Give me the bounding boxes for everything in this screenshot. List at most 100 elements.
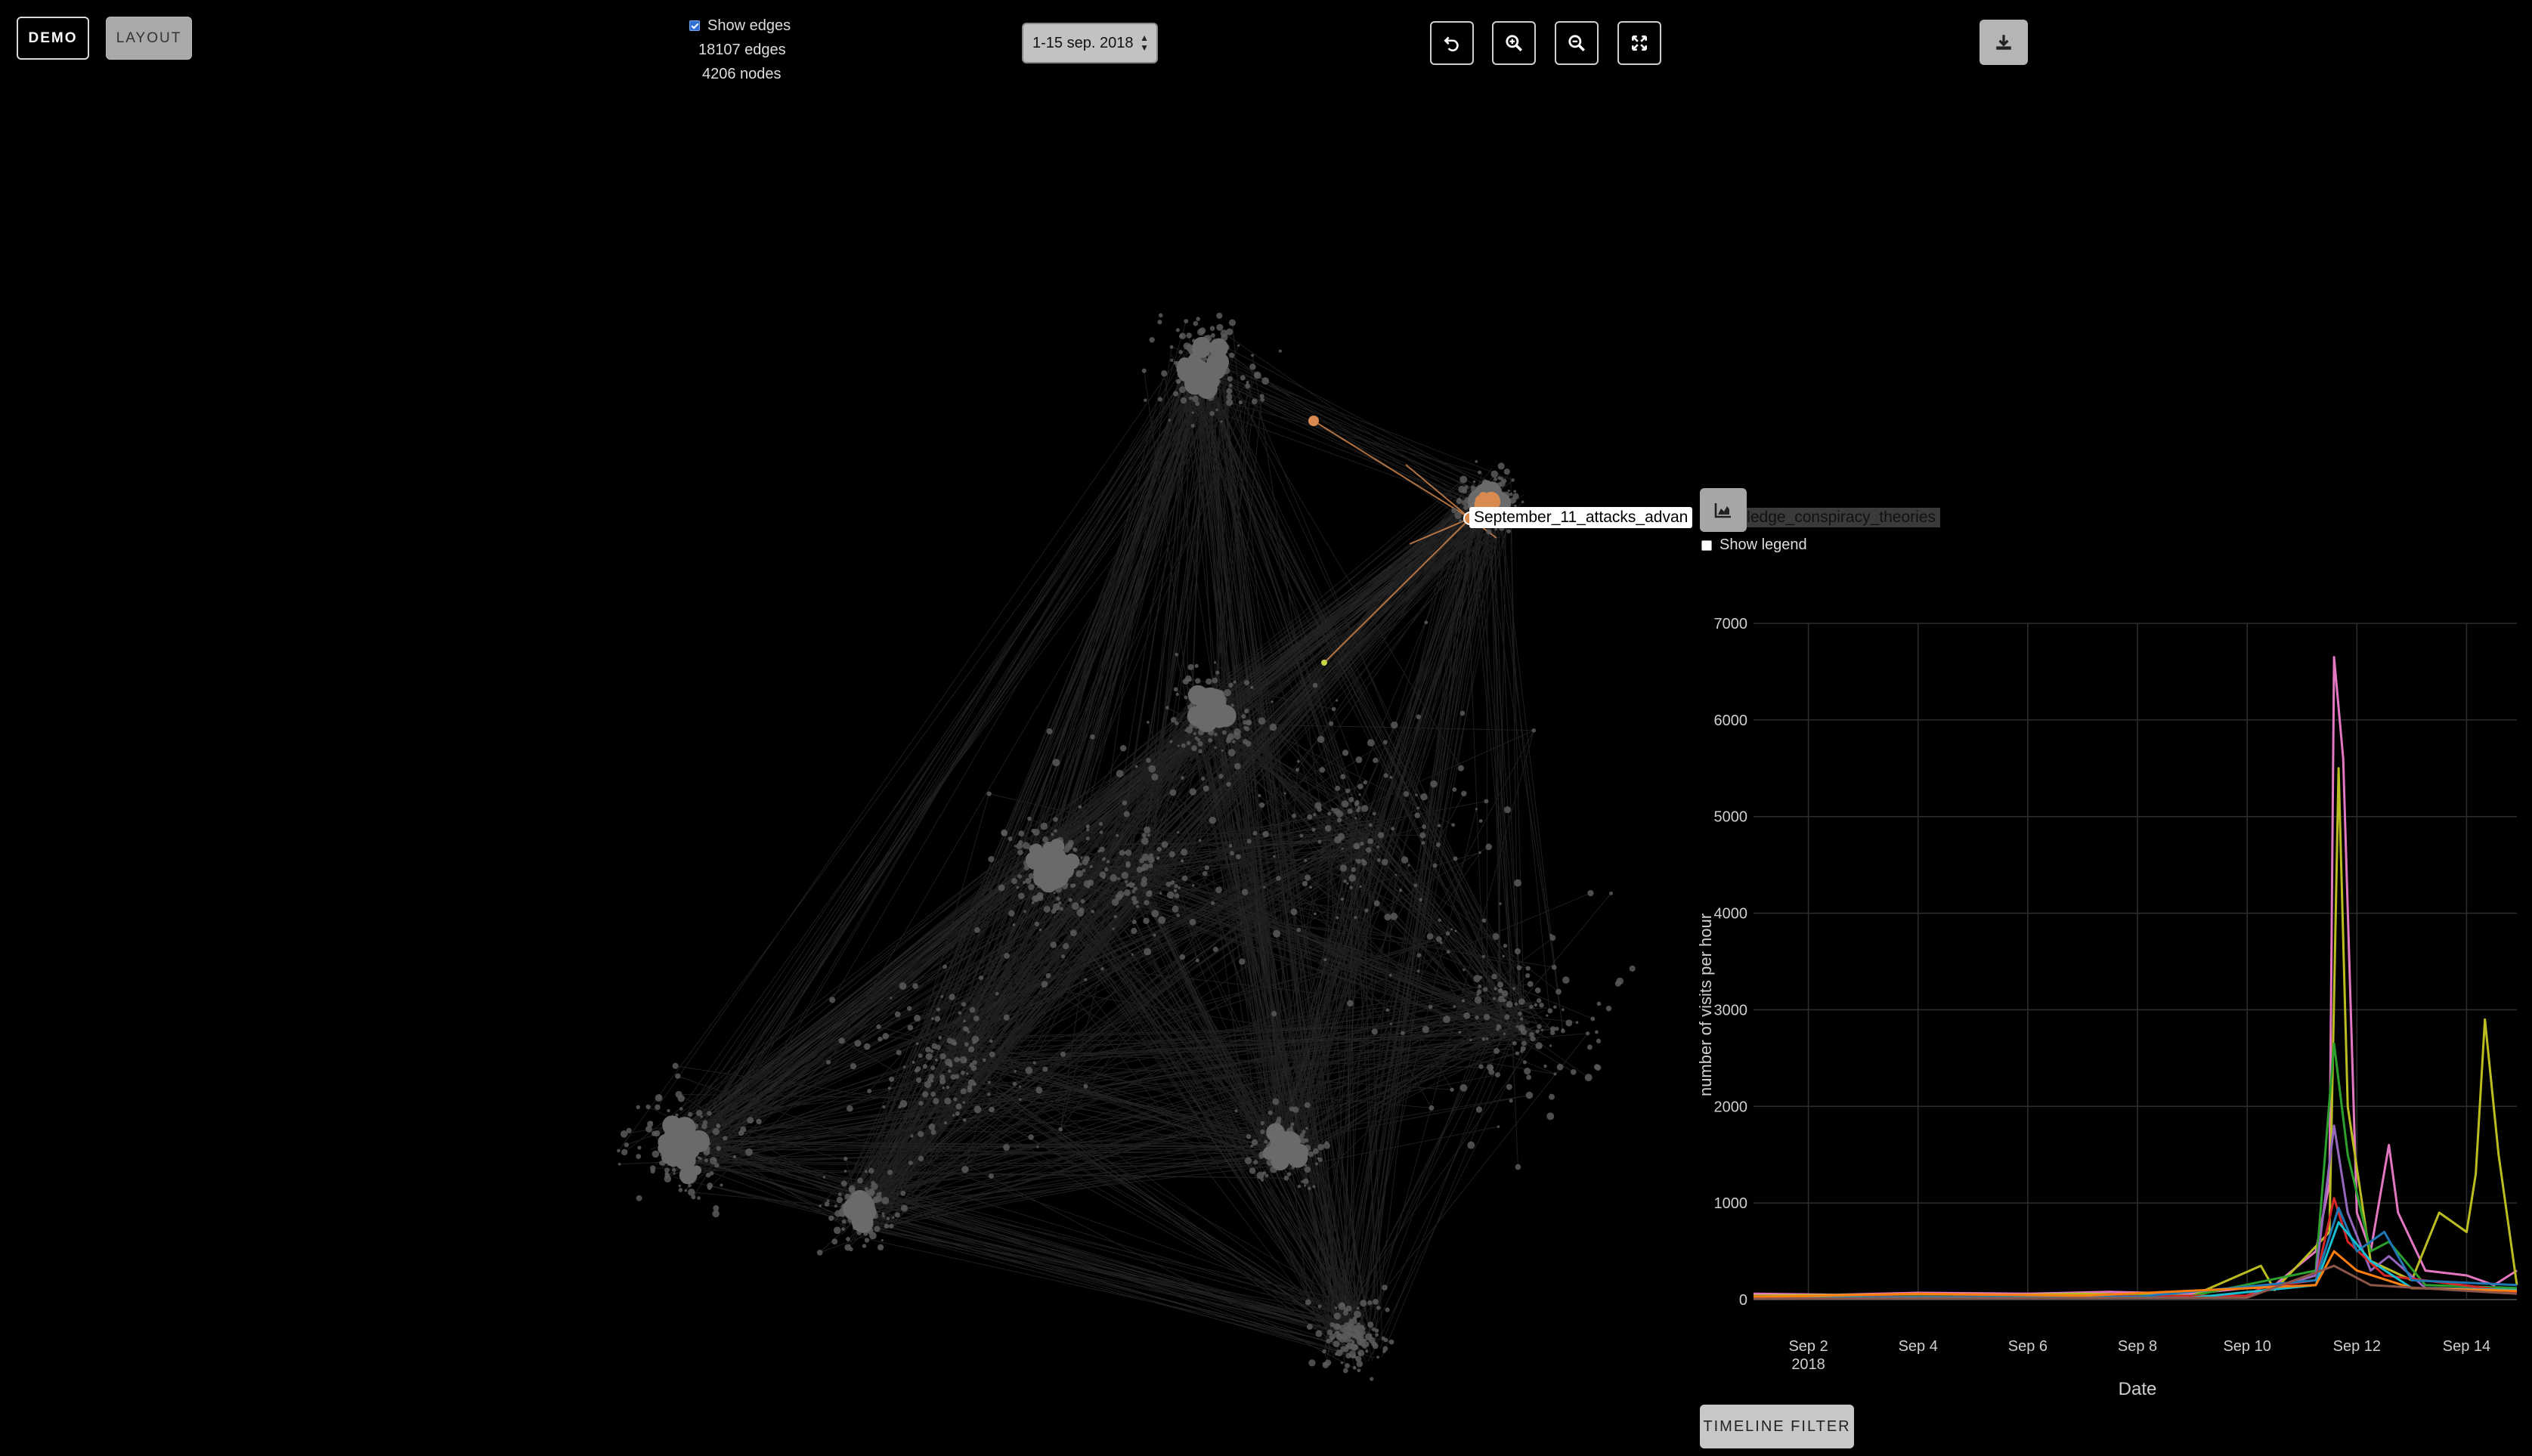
graph-node[interactable]: [878, 1036, 883, 1042]
graph-node[interactable]: [1454, 512, 1462, 519]
graph-node[interactable]: [1220, 329, 1228, 338]
graph-node[interactable]: [961, 1002, 967, 1007]
graph-node[interactable]: [651, 1130, 658, 1136]
graph-node[interactable]: [1189, 918, 1196, 926]
graph-node[interactable]: [831, 1238, 838, 1245]
graph-node[interactable]: [1315, 1330, 1323, 1337]
graph-node[interactable]: [679, 1166, 698, 1185]
graph-node[interactable]: [1511, 478, 1515, 482]
graph-node[interactable]: [1260, 397, 1265, 402]
graph-node[interactable]: [1492, 997, 1496, 1000]
series-line-4[interactable]: [1753, 1124, 2518, 1299]
graph-node[interactable]: [1099, 830, 1103, 834]
graph-node[interactable]: [1175, 692, 1179, 697]
graph-node[interactable]: [1537, 1024, 1542, 1029]
graph-node[interactable]: [1436, 936, 1442, 942]
graph-node[interactable]: [691, 1195, 696, 1200]
graph-node[interactable]: [1502, 954, 1505, 958]
graph-node[interactable]: [676, 1141, 691, 1155]
graph-node[interactable]: [846, 1237, 851, 1241]
graph-node[interactable]: [1524, 1068, 1531, 1075]
graph-node[interactable]: [1340, 774, 1346, 780]
graph-node[interactable]: [1478, 985, 1482, 988]
graph-node[interactable]: [840, 1180, 847, 1187]
graph-node[interactable]: [1295, 768, 1300, 772]
graph-node[interactable]: [1042, 1066, 1048, 1072]
graph-node[interactable]: [1549, 935, 1556, 941]
graph-node[interactable]: [1359, 885, 1362, 888]
graph-node[interactable]: [1586, 1044, 1593, 1050]
graph-node[interactable]: [1331, 808, 1335, 811]
graph-node[interactable]: [1478, 1064, 1484, 1069]
series-line-3[interactable]: [1753, 1042, 2518, 1298]
layout-button[interactable]: LAYOUT: [106, 17, 192, 60]
graph-node[interactable]: [1196, 377, 1209, 390]
graph-node[interactable]: [1349, 1343, 1354, 1346]
graph-node[interactable]: [1192, 395, 1199, 403]
graph-node[interactable]: [833, 1226, 841, 1235]
graph-node[interactable]: [868, 1167, 874, 1174]
graph-node[interactable]: [1271, 700, 1274, 703]
graph-node[interactable]: [1147, 833, 1150, 837]
graph-node[interactable]: [678, 1188, 683, 1192]
graph-node[interactable]: [1309, 886, 1313, 889]
graph-node[interactable]: [1025, 1066, 1033, 1074]
graph-node[interactable]: [1463, 504, 1469, 511]
graph-node[interactable]: [1361, 1325, 1364, 1328]
graph-node[interactable]: [1562, 976, 1570, 984]
graph-node[interactable]: [824, 1201, 830, 1207]
graph-node[interactable]: [948, 1069, 952, 1073]
graph-node[interactable]: [1514, 879, 1521, 887]
graph-node[interactable]: [1341, 847, 1344, 850]
graph-node[interactable]: [989, 1039, 993, 1043]
graph-node[interactable]: [1209, 338, 1229, 357]
graph-node[interactable]: [1121, 871, 1128, 879]
graph-node[interactable]: [867, 1089, 872, 1093]
graph-node[interactable]: [1028, 873, 1035, 879]
graph-node[interactable]: [1335, 785, 1341, 791]
graph-node[interactable]: [936, 1007, 940, 1012]
graph-node[interactable]: [1305, 1299, 1311, 1306]
graph-node[interactable]: [1570, 1068, 1577, 1075]
graph-node[interactable]: [1183, 342, 1191, 350]
graph-node[interactable]: [1018, 892, 1025, 900]
graph-node[interactable]: [1187, 663, 1194, 671]
graph-node[interactable]: [672, 1062, 679, 1069]
graph-node[interactable]: [1467, 1141, 1475, 1149]
graph-node[interactable]: [700, 1114, 703, 1118]
graph-node[interactable]: [1113, 915, 1117, 919]
graph-node[interactable]: [1549, 1026, 1556, 1032]
graph-node[interactable]: [1251, 354, 1254, 357]
graph-node[interactable]: [836, 1196, 843, 1204]
graph-node[interactable]: [1236, 854, 1241, 860]
graph-node[interactable]: [687, 1111, 693, 1118]
graph-node[interactable]: [1382, 1284, 1388, 1291]
graph-node[interactable]: [1209, 326, 1215, 331]
graph-node[interactable]: [1260, 1178, 1264, 1182]
graph-node[interactable]: [963, 1019, 966, 1023]
graph-node[interactable]: [1262, 830, 1269, 838]
graph-node[interactable]: [1252, 830, 1258, 836]
graph-node[interactable]: [1520, 1017, 1524, 1021]
graph-node[interactable]: [1123, 811, 1130, 818]
graph-node[interactable]: [915, 1042, 919, 1046]
graph-node[interactable]: [1131, 927, 1138, 935]
graph-node[interactable]: [1497, 476, 1502, 481]
graph-node[interactable]: [1215, 408, 1218, 412]
graph-node[interactable]: [1503, 806, 1512, 814]
graph-node[interactable]: [1317, 1157, 1323, 1162]
graph-node[interactable]: [1561, 1008, 1565, 1012]
graph-node[interactable]: [1014, 845, 1017, 848]
graph-node[interactable]: [881, 1212, 885, 1216]
graph-node[interactable]: [1214, 746, 1217, 749]
graph-node[interactable]: [1289, 1126, 1293, 1130]
graph-node[interactable]: [1478, 819, 1483, 824]
graph-node[interactable]: [1391, 721, 1398, 729]
graph-node[interactable]: [1534, 987, 1541, 994]
graph-node[interactable]: [1063, 845, 1070, 853]
graph-node[interactable]: [1329, 721, 1334, 726]
graph-node[interactable]: [1176, 360, 1195, 379]
graph-node[interactable]: [1383, 773, 1388, 778]
graph-node[interactable]: [1181, 849, 1188, 856]
